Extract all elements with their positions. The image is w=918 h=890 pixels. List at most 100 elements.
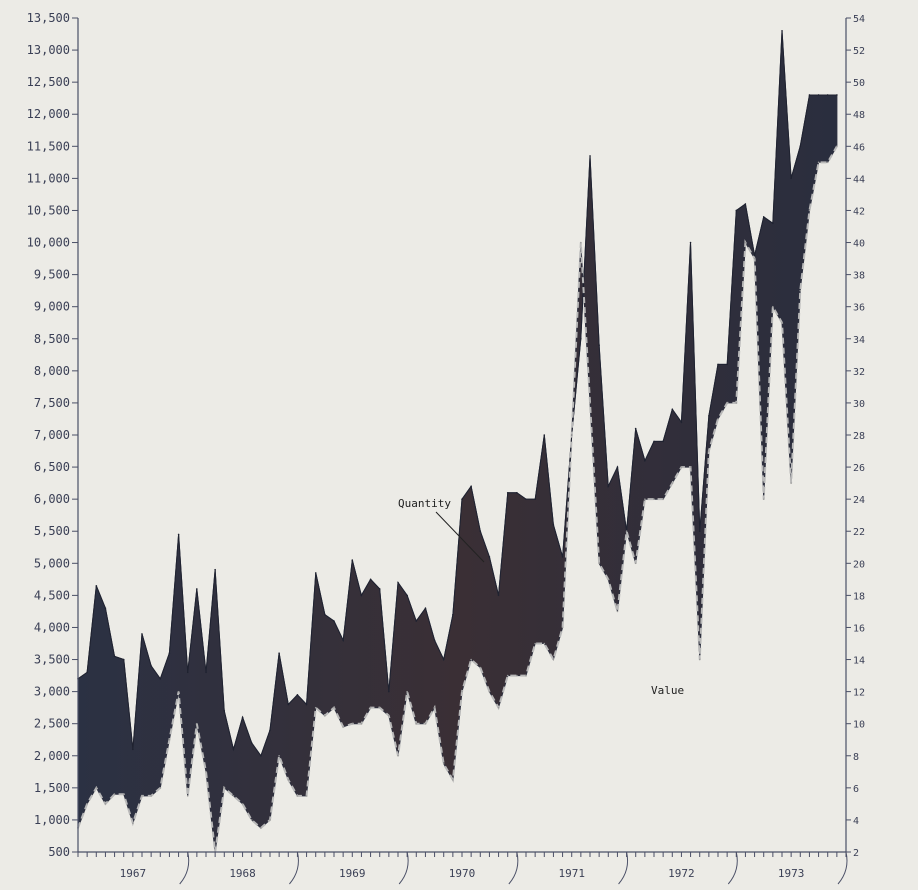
x-year-label: 1969 (339, 867, 366, 880)
value-point (680, 466, 683, 468)
quantity-value-band (77, 30, 838, 853)
quantity-point (186, 671, 189, 674)
x-year-label: 1970 (449, 867, 476, 880)
value-point (561, 626, 564, 629)
x-year-label: 1973 (778, 867, 805, 880)
quantity-point (360, 594, 363, 597)
value-point (580, 241, 582, 244)
value-point (369, 706, 372, 709)
quantity-point (644, 459, 646, 462)
left-tick-label: 10,500 (27, 203, 70, 217)
value-point (671, 482, 674, 484)
quantity-point (516, 491, 518, 494)
left-tick-label: 13,000 (27, 43, 70, 57)
left-tick-label: 2,500 (34, 717, 70, 731)
annotation-quantity-leader (435, 511, 485, 563)
value-point (616, 610, 619, 613)
left-tick-label: 13,500 (27, 11, 70, 25)
value-point (132, 822, 134, 824)
value-point (598, 562, 600, 565)
value-point (150, 795, 152, 797)
quantity-point (296, 694, 299, 696)
right-tick-label: 16 (853, 623, 865, 634)
value-point (159, 787, 162, 789)
quantity-point (351, 559, 354, 561)
x-year-label: 1972 (668, 867, 695, 880)
value-point (698, 658, 701, 661)
left-tick-label: 500 (48, 845, 70, 859)
right-tick-label: 52 (853, 46, 865, 57)
value-point (305, 795, 308, 797)
value-point (388, 714, 390, 717)
value-point (241, 803, 244, 805)
quantity-point (378, 588, 381, 590)
quantity-point (424, 607, 427, 610)
left-tick-label: 3,500 (34, 653, 70, 667)
value-point (753, 257, 756, 260)
quantity-point (580, 337, 582, 340)
left-tick-label: 4,500 (34, 588, 70, 602)
value-point (708, 450, 710, 452)
quantity-point (506, 491, 509, 494)
quantity-point (653, 440, 655, 443)
quantity-point (86, 671, 88, 674)
left-tick-label: 9,500 (34, 268, 70, 282)
x-year-separator (837, 851, 848, 885)
x-year-separator (398, 851, 409, 885)
value-point (333, 706, 335, 709)
value-point (735, 402, 738, 404)
quantity-point (488, 556, 491, 558)
quantity-point (772, 222, 774, 225)
right-tick-label: 36 (853, 303, 865, 314)
value-point (762, 498, 765, 500)
value-point (497, 706, 500, 709)
quantity-point (342, 639, 344, 642)
quantity-point (762, 216, 765, 218)
value-point (196, 722, 198, 725)
left-tick-label: 6,500 (34, 460, 70, 474)
quantity-point (753, 254, 756, 257)
annotation-value: Value (651, 684, 684, 697)
left-tick-label: 3,000 (34, 685, 70, 699)
quantity-point (168, 652, 171, 654)
value-point (525, 674, 527, 677)
left-tick-label: 4,000 (34, 620, 70, 634)
value-point (826, 161, 829, 164)
right-tick-label: 2 (853, 848, 859, 859)
value-point (415, 722, 418, 725)
value-point (177, 690, 180, 693)
value-point (799, 289, 802, 292)
value-point (324, 714, 326, 717)
quantity-point (552, 524, 555, 526)
right-tick-label: 22 (853, 527, 865, 538)
left-tick-label: 7,500 (34, 396, 70, 410)
left-tick-label: 7,000 (34, 428, 70, 442)
quantity-point (799, 145, 802, 148)
value-point (186, 795, 189, 797)
quantity-point (141, 633, 143, 635)
right-tick-label: 10 (853, 720, 865, 731)
quantity-point (324, 613, 326, 616)
quantity-point (662, 440, 664, 443)
quantity-series-line (77, 30, 837, 757)
x-year-separator (508, 851, 519, 885)
value-point (278, 754, 280, 757)
value-point (296, 795, 299, 797)
quantity-point (616, 466, 619, 468)
x-year-separator (289, 851, 299, 885)
quantity-point (95, 584, 98, 587)
quantity-point (717, 363, 719, 366)
value-point (644, 498, 646, 500)
quantity-point (177, 533, 180, 536)
value-point (95, 787, 98, 789)
left-tick-label: 8,500 (34, 332, 70, 346)
left-tick-label: 10,000 (27, 236, 70, 250)
quantity-point (150, 665, 152, 667)
quantity-point (790, 177, 792, 180)
value-point (570, 434, 573, 436)
quantity-point (808, 94, 811, 96)
value-point (86, 803, 88, 805)
value-point (744, 241, 747, 244)
value-point (269, 819, 271, 821)
